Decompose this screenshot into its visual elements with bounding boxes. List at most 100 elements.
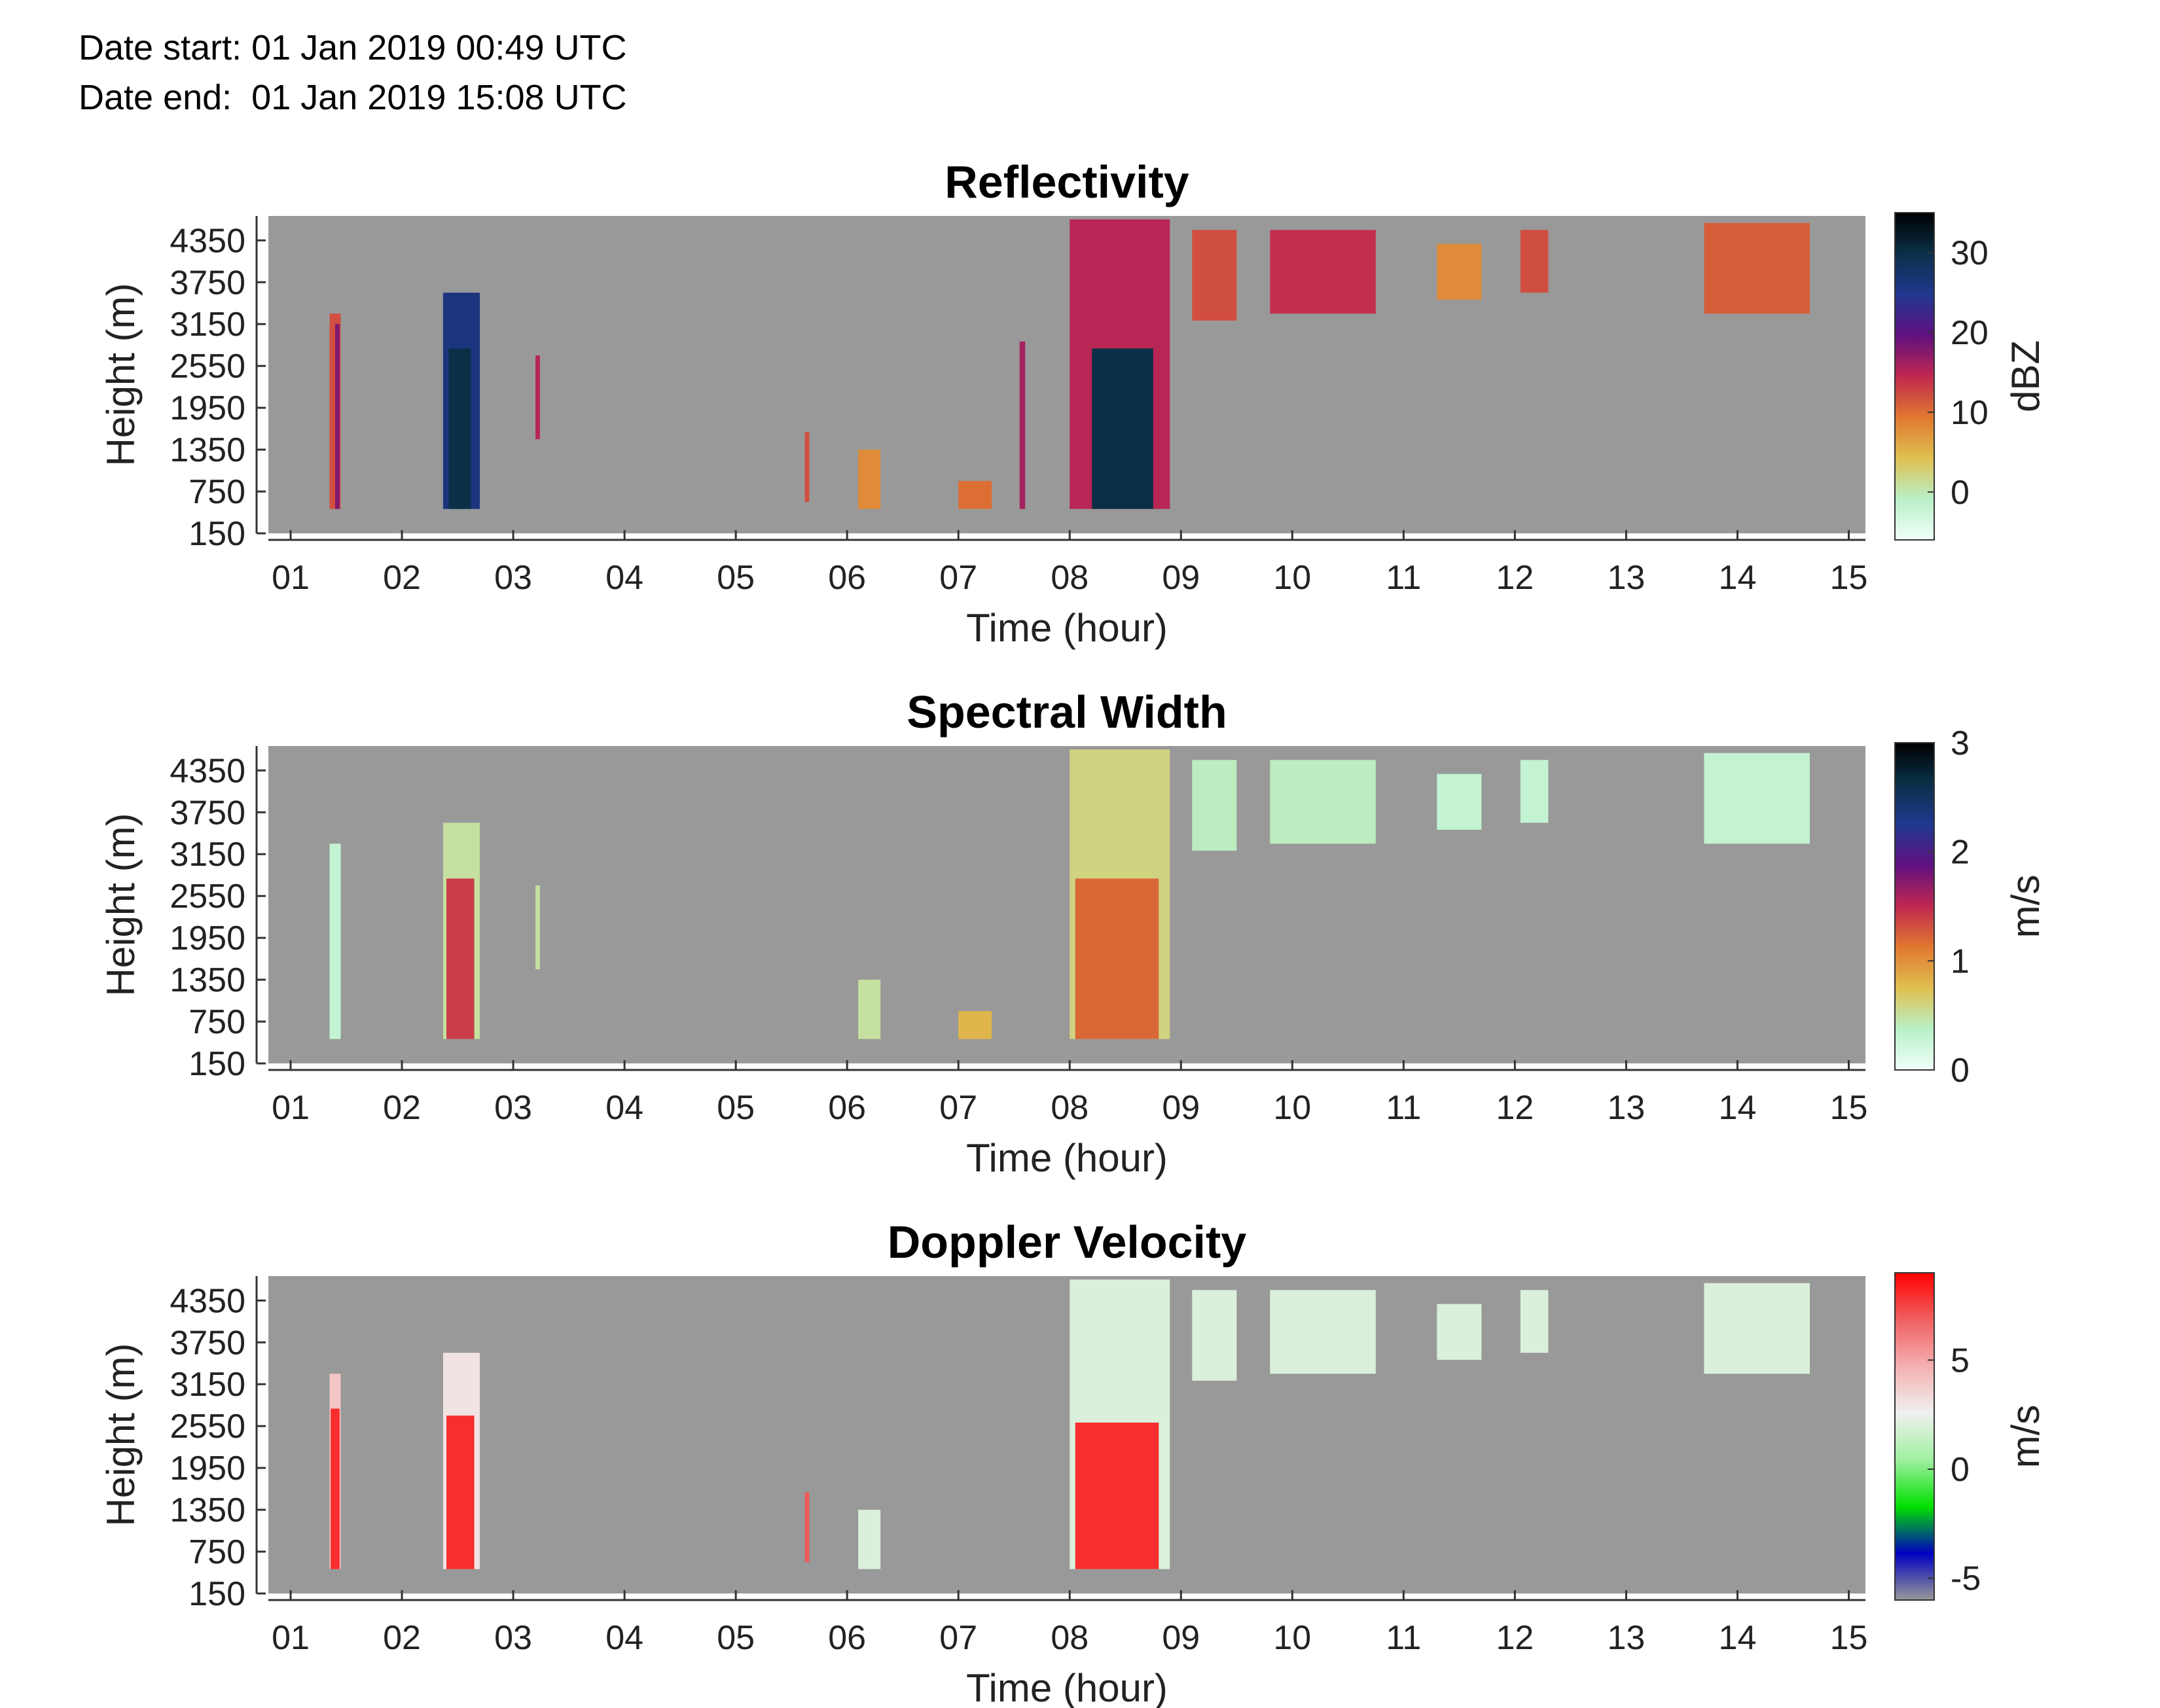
y-tick-label: 1350: [170, 961, 245, 999]
plot-area: [268, 746, 1865, 1063]
y-tick-label: 150: [189, 515, 245, 553]
x-tick-label: 14: [1719, 559, 1757, 597]
data-cell: [535, 885, 540, 970]
data-cell: [804, 432, 810, 503]
x-tick-label: 14: [1719, 1089, 1757, 1127]
x-tick-label: 14: [1719, 1619, 1757, 1657]
y-tick-label: 150: [189, 1045, 245, 1083]
y-axis-label: Height (m): [99, 283, 143, 466]
colorbar-tick-label: 30: [1951, 234, 1989, 272]
data-cell: [1192, 230, 1237, 321]
x-tick-label: 05: [717, 559, 755, 597]
data-cell: [335, 324, 340, 509]
data-cell: [1270, 760, 1376, 844]
colorbar: [1894, 742, 1935, 1071]
x-tick-label: 11: [1386, 559, 1421, 597]
x-axis-label: Time (hour): [966, 1666, 1168, 1708]
y-tick-label: 1950: [170, 919, 245, 957]
y-tick-label: 3150: [170, 836, 245, 874]
colorbar-tick-label: 2: [1951, 834, 1970, 872]
x-tick-label: 15: [1830, 1089, 1868, 1127]
y-tick-label: 3750: [170, 1324, 245, 1362]
y-tick-label: 750: [189, 473, 245, 511]
y-tick-label: 1950: [170, 389, 245, 427]
colorbar: [1894, 1272, 1935, 1601]
x-tick-label: 09: [1162, 559, 1200, 597]
y-tick-label: 2550: [170, 1408, 245, 1446]
y-tick-label: 3750: [170, 264, 245, 302]
plot-area: [268, 216, 1865, 533]
y-tick-label: 2550: [170, 347, 245, 385]
x-tick-label: 04: [605, 1089, 643, 1127]
data-cell: [1437, 1304, 1482, 1360]
x-tick-label: 02: [383, 1619, 421, 1657]
x-tick-label: 09: [1162, 1089, 1200, 1127]
data-cell: [1075, 1422, 1159, 1569]
data-cell: [1092, 348, 1153, 509]
colorbar-tick-label: 0: [1951, 1052, 1970, 1090]
data-cell: [1019, 341, 1026, 509]
y-tick-label: 1350: [170, 431, 245, 469]
x-tick-label: 03: [494, 1089, 532, 1127]
x-tick-label: 15: [1830, 1619, 1868, 1657]
y-tick-label: 4350: [170, 222, 245, 260]
y-tick-label: 4350: [170, 752, 245, 790]
x-tick-label: 06: [828, 1619, 866, 1657]
x-tick-label: 01: [272, 559, 310, 597]
colorbar: [1894, 212, 1935, 541]
y-axis-label: Height (m): [99, 813, 143, 996]
x-tick-label: 02: [383, 1089, 421, 1127]
data-cell: [1704, 753, 1810, 844]
colorbar-tick-label: -5: [1951, 1560, 1981, 1598]
data-cell: [958, 1011, 992, 1039]
y-tick-label: 750: [189, 1533, 245, 1571]
data-cell: [1520, 760, 1549, 823]
x-tick-label: 08: [1051, 559, 1089, 597]
x-tick-label: 06: [828, 559, 866, 597]
data-cell: [1520, 1290, 1549, 1353]
colorbar-label: m/s: [2004, 1405, 2047, 1468]
x-tick-label: 05: [717, 1089, 755, 1127]
y-tick-label: 3750: [170, 794, 245, 832]
data-cell: [1704, 1283, 1810, 1374]
data-cell: [858, 980, 881, 1039]
y-tick-label: 2550: [170, 878, 245, 916]
x-tick-label: 08: [1051, 1619, 1089, 1657]
date-start-label: Date start: 01 Jan 2019 00:49 UTC: [79, 28, 627, 67]
x-tick-label: 15: [1830, 559, 1868, 597]
colorbar-label: dBZ: [2004, 340, 2047, 412]
data-cell: [1520, 230, 1549, 293]
x-tick-label: 07: [939, 1089, 977, 1127]
x-tick-label: 01: [272, 1089, 310, 1127]
colorbar-tick-label: 0: [1951, 1451, 1970, 1489]
x-tick-label: 02: [383, 559, 421, 597]
data-cell: [1270, 230, 1376, 314]
x-axis-label: Time (hour): [966, 606, 1168, 650]
x-tick-label: 11: [1386, 1619, 1421, 1657]
x-tick-label: 07: [939, 559, 977, 597]
data-cell: [858, 1510, 881, 1569]
colorbar-tick-label: 3: [1951, 724, 1970, 762]
x-tick-label: 04: [605, 559, 643, 597]
data-cell: [1437, 774, 1482, 830]
y-tick-label: 3150: [170, 306, 245, 344]
panel-title: Spectral Width: [907, 686, 1227, 738]
data-cell: [804, 1492, 810, 1563]
x-tick-label: 12: [1496, 1089, 1534, 1127]
panel-title: Doppler Velocity: [888, 1217, 1247, 1268]
x-tick-label: 03: [494, 1619, 532, 1657]
y-tick-label: 4350: [170, 1282, 245, 1320]
x-tick-label: 11: [1386, 1089, 1421, 1127]
data-cell: [535, 355, 540, 440]
data-cell: [331, 1408, 340, 1569]
x-tick-label: 13: [1608, 1089, 1646, 1127]
data-cell: [1437, 243, 1482, 300]
data-cell: [446, 878, 475, 1039]
x-tick-label: 10: [1273, 1089, 1311, 1127]
x-tick-label: 05: [717, 1619, 755, 1657]
x-tick-label: 13: [1608, 1619, 1646, 1657]
date-end-label: Date end: 01 Jan 2019 15:08 UTC: [79, 78, 627, 117]
y-tick-label: 750: [189, 1003, 245, 1041]
x-tick-label: 10: [1273, 1619, 1311, 1657]
